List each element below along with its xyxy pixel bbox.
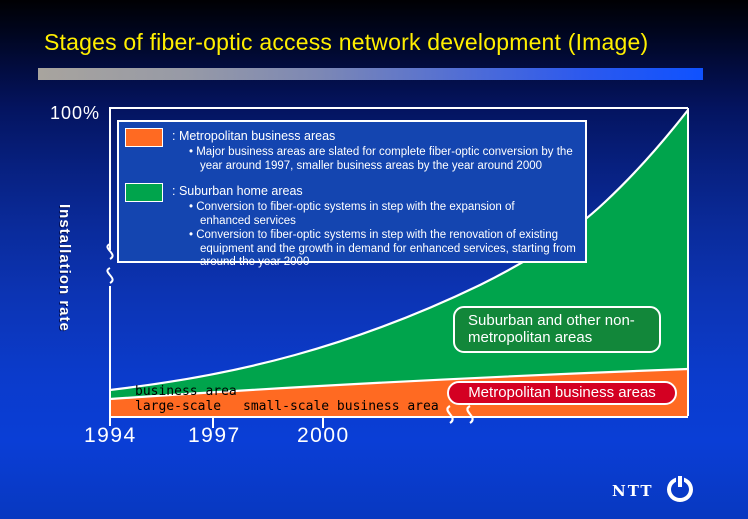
band-label-business-area: business area xyxy=(135,384,237,399)
legend-item-metropolitan: : Metropolitan business areas • Major bu… xyxy=(125,128,579,174)
legend-bullet: • Major business areas are slated for co… xyxy=(189,146,573,172)
x-axis-break-mark xyxy=(446,405,474,424)
y-axis-break-mark xyxy=(106,243,114,284)
legend-bullet: • Conversion to fiber-optic systems in s… xyxy=(189,201,515,227)
band-label-large-scale: large-scale xyxy=(135,399,222,414)
x-tick-label-1997: 1997 xyxy=(188,424,241,447)
band-label-small-scale: small-scale business area xyxy=(243,399,439,414)
y-max-label: 100% xyxy=(50,103,101,123)
metropolitan-area-pill: Metropolitan business areas xyxy=(447,381,677,405)
title-accent-bar xyxy=(38,68,703,80)
ntt-logo-icon xyxy=(667,476,693,502)
x-tick-label-1994: 1994 xyxy=(84,424,137,447)
legend-label: : Metropolitan business areas xyxy=(172,129,336,143)
y-axis-title: Installation rate xyxy=(56,204,73,332)
suburban-area-pill: Suburban and other non-metropolitan area… xyxy=(453,306,661,353)
legend-label: : Suburban home areas xyxy=(172,184,303,198)
metropolitan-swatch xyxy=(125,128,163,147)
legend-item-suburban: : Suburban home areas • Conversion to fi… xyxy=(125,183,579,271)
metropolitan-border xyxy=(109,367,689,401)
ntt-wordmark: NTT xyxy=(612,482,654,500)
suburban-curve-border xyxy=(109,109,689,392)
x-tick-label-2000: 2000 xyxy=(297,424,350,447)
page-title: Stages of fiber-optic access network dev… xyxy=(44,29,649,55)
suburban-swatch xyxy=(125,183,163,202)
chart-legend: : Metropolitan business areas • Major bu… xyxy=(117,120,587,268)
ntt-logo-bar xyxy=(676,476,684,487)
legend-bullet: • Conversion to fiber-optic systems in s… xyxy=(189,229,576,268)
